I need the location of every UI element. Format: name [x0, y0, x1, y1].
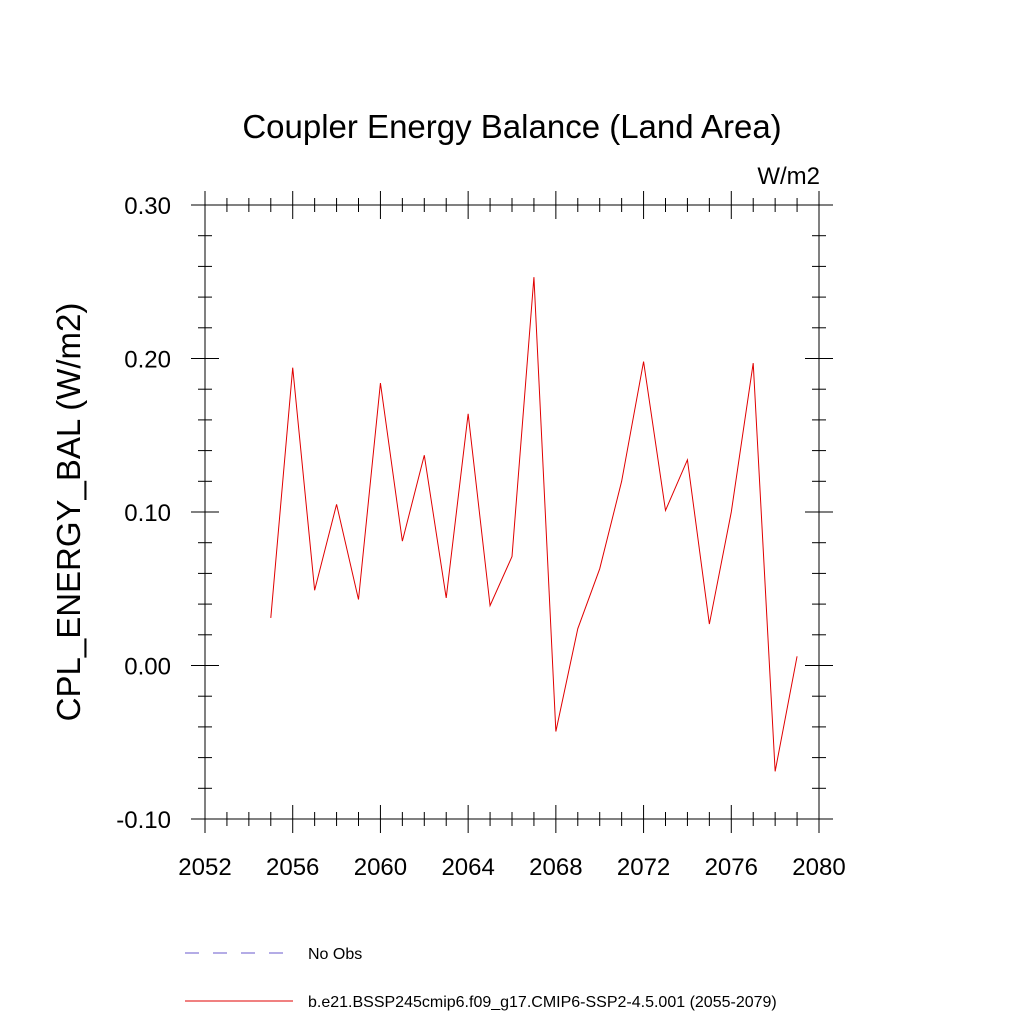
- tick-marks: [191, 191, 833, 833]
- legend-entry: No Obs: [185, 946, 362, 963]
- plot-frame: [204, 204, 820, 820]
- x-tick-label: 2064: [441, 854, 494, 881]
- y-tick-label: 0.20: [124, 347, 171, 374]
- legend: No Obs b.e21.BSSP245cmip6.f09_g17.CMIP6-S…: [185, 946, 777, 1011]
- x-tick-label: 2076: [705, 854, 758, 881]
- tick-labels: 2052 2056 2060 2064 2068 2072 2076 2080 -0.10 0.0…: [116, 193, 845, 881]
- data-series: [270, 277, 798, 772]
- x-tick-label: 2060: [354, 854, 407, 881]
- units-label: W/m2: [757, 163, 820, 190]
- y-axis-label: CPL_ENERGY_BAL (W/m2): [50, 303, 87, 722]
- x-tick-label: 2052: [178, 854, 231, 881]
- x-tick-label: 2056: [266, 854, 319, 881]
- axes: [204, 204, 820, 820]
- x-tick-label: 2068: [529, 854, 582, 881]
- x-tick-label: 2072: [617, 854, 670, 881]
- chart-title: Coupler Energy Balance (Land Area): [242, 108, 781, 145]
- y-tick-label: 0.10: [124, 500, 171, 527]
- x-tick-label: 2080: [792, 854, 845, 881]
- y-tick-label: -0.10: [116, 807, 171, 834]
- legend-label: b.e21.BSSP245cmip6.f09_g17.CMIP6-SSP2-4.…: [308, 994, 777, 1011]
- legend-label: No Obs: [308, 946, 362, 963]
- legend-entry: b.e21.BSSP245cmip6.f09_g17.CMIP6-SSP2-4.…: [185, 994, 777, 1011]
- series-line: [270, 277, 798, 772]
- y-tick-label: 0.30: [124, 193, 171, 220]
- y-tick-label: 0.00: [124, 654, 171, 681]
